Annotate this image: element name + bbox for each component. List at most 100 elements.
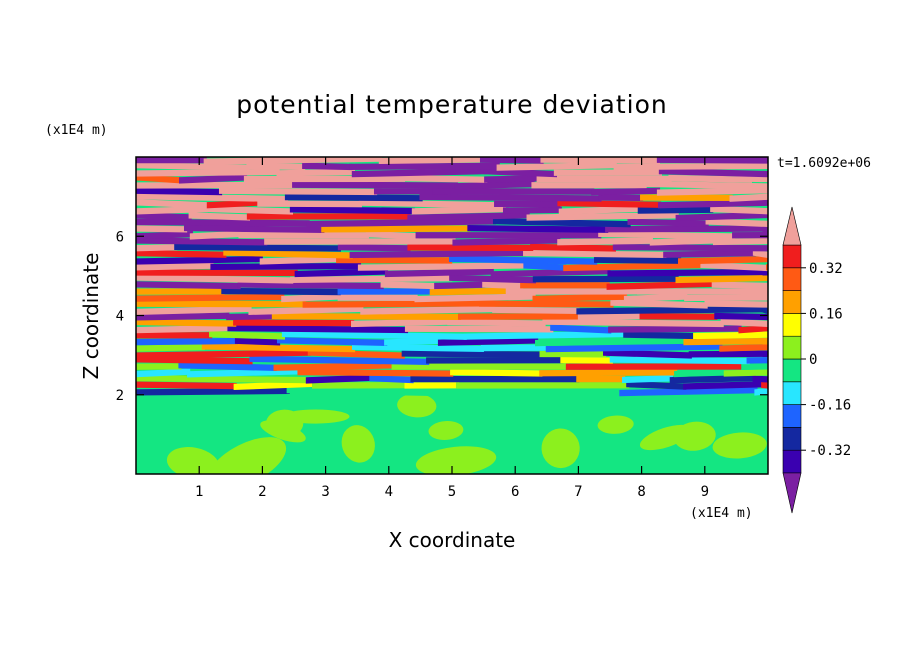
field-band bbox=[136, 332, 213, 339]
field-band bbox=[693, 331, 768, 340]
field-band bbox=[656, 187, 768, 196]
field-band bbox=[688, 350, 768, 358]
x-tick-label: 6 bbox=[511, 484, 519, 500]
field-band bbox=[479, 157, 544, 164]
field-band bbox=[349, 249, 527, 259]
colorbar-segment bbox=[782, 335, 802, 360]
field-band bbox=[577, 312, 643, 321]
field-band bbox=[188, 212, 251, 221]
field-band bbox=[136, 218, 310, 227]
field-band bbox=[684, 294, 768, 302]
field-band bbox=[658, 167, 768, 178]
field-band bbox=[663, 250, 757, 258]
field-band bbox=[136, 356, 253, 365]
field-band bbox=[613, 162, 768, 170]
field-band bbox=[136, 225, 188, 233]
field-swirl bbox=[415, 446, 497, 474]
field-band bbox=[189, 230, 242, 240]
field-band bbox=[286, 387, 444, 397]
field-band bbox=[178, 362, 277, 372]
field-band bbox=[452, 237, 561, 246]
field-band bbox=[576, 375, 626, 383]
field-band bbox=[351, 168, 487, 178]
field-band bbox=[401, 350, 543, 358]
time-label: t=1.6092e+06 bbox=[777, 156, 871, 171]
field-band bbox=[136, 318, 237, 327]
field-band bbox=[369, 374, 414, 384]
field-band bbox=[683, 337, 768, 346]
field-band bbox=[136, 293, 285, 302]
field-band bbox=[752, 375, 768, 383]
field-band bbox=[136, 244, 178, 252]
field-band bbox=[720, 318, 768, 328]
field-band bbox=[457, 313, 582, 320]
field-band bbox=[674, 368, 727, 378]
field-band bbox=[454, 180, 535, 190]
field-band bbox=[643, 180, 768, 190]
field-band bbox=[349, 162, 500, 170]
field-band bbox=[365, 231, 419, 240]
field-band bbox=[358, 199, 498, 209]
field-band bbox=[407, 244, 534, 252]
field-band bbox=[752, 249, 768, 259]
field-band bbox=[238, 232, 369, 239]
field-band bbox=[658, 199, 768, 209]
field-band bbox=[675, 211, 768, 222]
x-tick-label: 8 bbox=[637, 484, 645, 500]
x-tick-label: 7 bbox=[574, 484, 582, 500]
field-band bbox=[136, 274, 294, 284]
field-band bbox=[760, 305, 768, 315]
field-band bbox=[404, 325, 554, 333]
field-band bbox=[284, 193, 423, 202]
field-band bbox=[136, 305, 252, 315]
field-band bbox=[136, 387, 290, 396]
field-swirl bbox=[208, 437, 287, 474]
field-band bbox=[233, 319, 355, 327]
field-band bbox=[492, 306, 580, 314]
field-band bbox=[467, 225, 609, 233]
field-band bbox=[337, 288, 433, 295]
field-band bbox=[297, 368, 454, 377]
field-band bbox=[136, 381, 237, 390]
field-band bbox=[623, 293, 688, 303]
field-band bbox=[206, 199, 261, 209]
field-band bbox=[136, 368, 191, 378]
field-band bbox=[606, 280, 715, 290]
field-swirl bbox=[712, 432, 767, 459]
field-band bbox=[227, 325, 409, 334]
y-axis-label: Z coordinate bbox=[79, 253, 103, 380]
field-band bbox=[226, 312, 275, 321]
field-band bbox=[563, 261, 704, 272]
field-band bbox=[748, 175, 768, 183]
colorbar-extend-max bbox=[782, 206, 802, 246]
field-band bbox=[136, 250, 227, 258]
field-band bbox=[136, 231, 193, 240]
field-band bbox=[619, 386, 758, 397]
field-band bbox=[502, 206, 562, 214]
field-band bbox=[640, 194, 733, 202]
field-band bbox=[480, 344, 549, 352]
field-band bbox=[598, 230, 736, 240]
field-band bbox=[378, 157, 484, 165]
field-band bbox=[612, 244, 768, 252]
x-tick-label: 1 bbox=[195, 484, 203, 500]
field-band bbox=[540, 157, 661, 164]
field-band bbox=[136, 187, 223, 196]
field-band bbox=[553, 169, 663, 176]
field-band bbox=[637, 206, 714, 214]
field-band bbox=[496, 161, 617, 171]
field-band bbox=[337, 243, 411, 252]
field-band bbox=[246, 213, 411, 220]
field-band bbox=[136, 363, 182, 370]
field-band bbox=[523, 262, 567, 271]
field-band bbox=[482, 281, 524, 290]
field-swirl bbox=[597, 415, 634, 434]
field-band bbox=[357, 262, 527, 271]
field-band bbox=[136, 181, 296, 189]
field-band bbox=[746, 357, 768, 364]
field-band bbox=[136, 174, 183, 184]
y-tick-label: 4 bbox=[116, 309, 124, 325]
colorbar-label: 0 bbox=[809, 352, 817, 368]
field-band bbox=[183, 224, 325, 233]
field-band bbox=[302, 162, 353, 171]
